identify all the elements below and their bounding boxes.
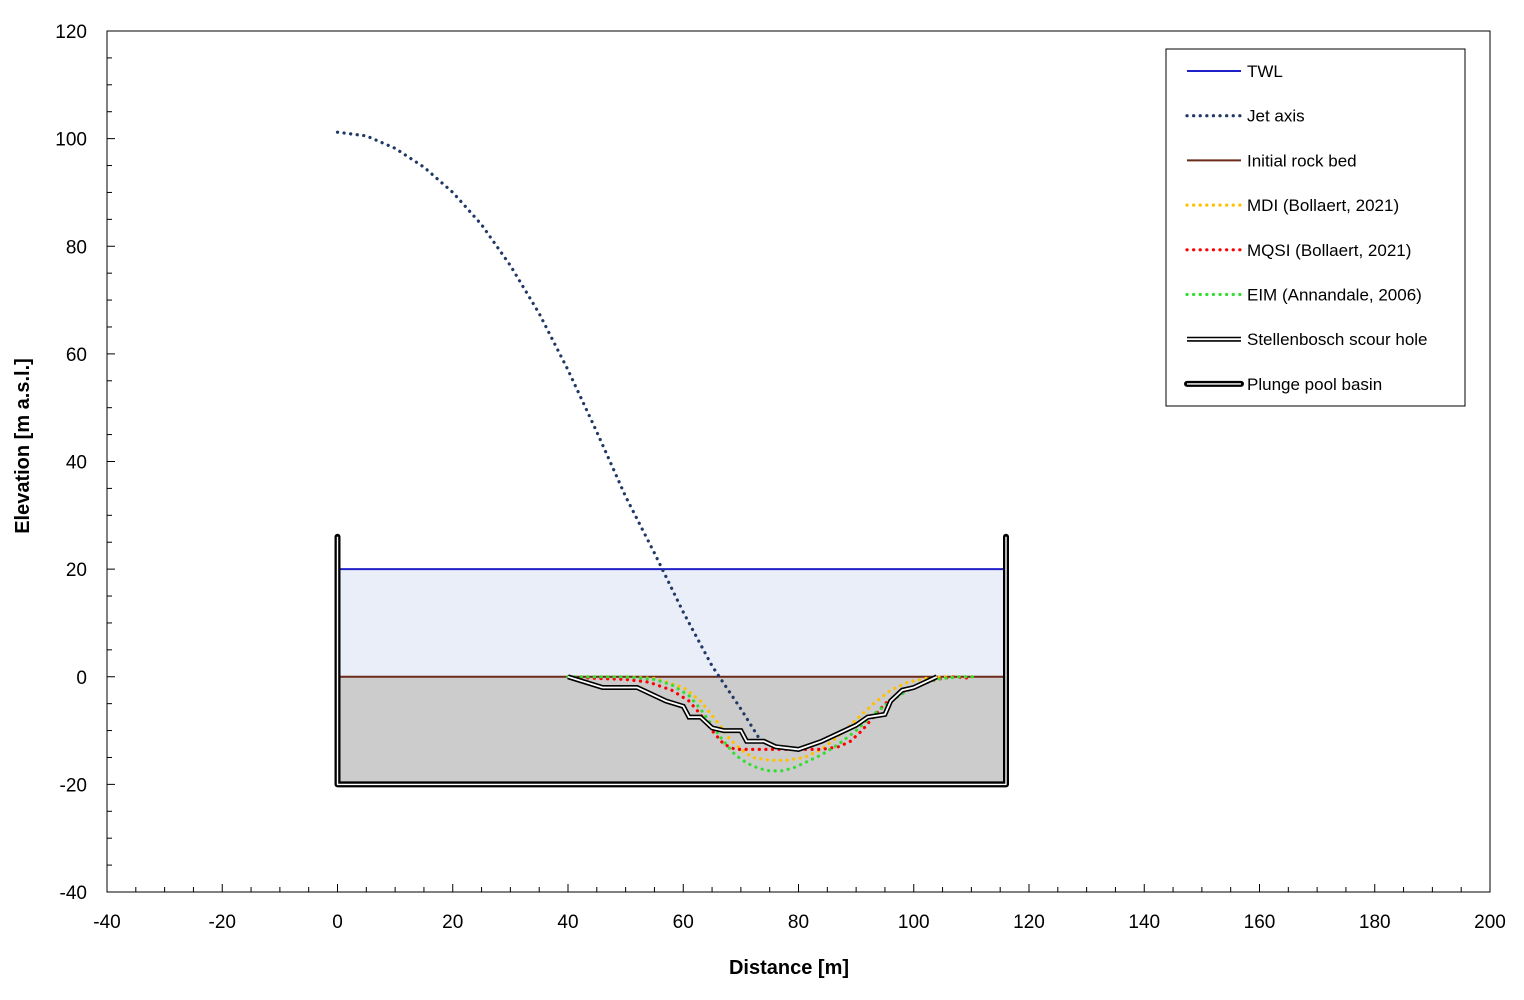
x-tick-label: -20 xyxy=(209,912,236,933)
x-tick-label: 200 xyxy=(1474,912,1506,933)
y-axis-title: Elevation [m a.s.l.] xyxy=(12,358,34,534)
x-tick-label: 180 xyxy=(1359,912,1391,933)
legend-label-eim-annandale-2006: EIM (Annandale, 2006) xyxy=(1247,286,1422,305)
x-tick-label: 120 xyxy=(1013,912,1045,933)
y-tick-label: 80 xyxy=(66,237,87,258)
y-axis: -40 -20 0 20 40 60 80 100 120 xyxy=(55,22,115,904)
legend: TWL Jet axis Initial rock bed MDI (Bollaert… xyxy=(1165,48,1466,407)
water-fill xyxy=(337,569,1006,677)
y-tick-label: -40 xyxy=(60,883,87,904)
legend-label-twl: TWL xyxy=(1247,62,1283,81)
x-tick-label: 60 xyxy=(673,912,694,933)
y-tick-label: 120 xyxy=(55,22,87,43)
x-tick-label: 160 xyxy=(1244,912,1276,933)
legend-label-mqsi-bollaert-2021: MQSI (Bollaert, 2021) xyxy=(1247,241,1411,260)
legend-label-mdi-bollaert-2021: MDI (Bollaert, 2021) xyxy=(1247,196,1399,215)
x-tick-label: 20 xyxy=(442,912,463,933)
y-tick-label: 60 xyxy=(66,345,87,366)
legend-label-plunge-pool-basin: Plunge pool basin xyxy=(1247,375,1382,394)
series-layer xyxy=(334,130,1009,788)
x-axis: -40 -20 0 20 40 60 80 100 120 140 160 180 200 xyxy=(93,884,1506,933)
x-tick-label: 140 xyxy=(1128,912,1160,933)
y-tick-label: -20 xyxy=(60,775,87,796)
x-axis-title: Distance [m] xyxy=(729,957,849,979)
legend-box xyxy=(1165,48,1466,407)
series-jet-axis xyxy=(335,130,763,743)
legend-label-jet-axis: Jet axis xyxy=(1247,107,1305,126)
y-tick-label: 100 xyxy=(55,130,87,151)
series-plunge-pool-basin-inner xyxy=(336,536,1007,786)
legend-label-initial-rock-bed: Initial rock bed xyxy=(1247,151,1357,170)
x-tick-label: 80 xyxy=(788,912,809,933)
x-tick-label: 0 xyxy=(332,912,343,933)
legend-label-stellenbosch-scour-hole: Stellenbosch scour hole xyxy=(1247,330,1428,349)
y-tick-label: 40 xyxy=(66,453,87,474)
x-tick-label: 100 xyxy=(898,912,930,933)
rock-fill xyxy=(337,676,1006,785)
y-tick-label: 0 xyxy=(76,668,87,689)
x-tick-label: 40 xyxy=(557,912,578,933)
y-tick-label: 20 xyxy=(66,560,87,581)
series-eim-annandale-2006 xyxy=(566,675,979,773)
x-tick-label: -40 xyxy=(93,912,120,933)
series-stellenbosch-scour-hole-inner xyxy=(567,675,938,751)
